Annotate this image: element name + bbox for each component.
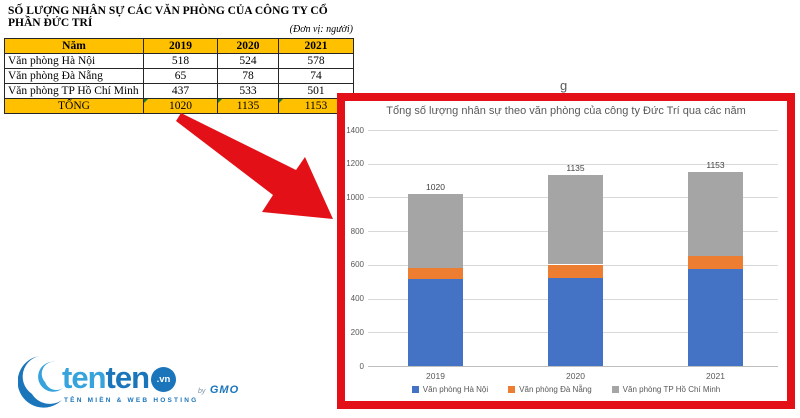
total-value-cell: 1020 [143, 98, 218, 114]
y-gridline [368, 366, 778, 367]
y-gridline [368, 130, 778, 131]
bar-segment [548, 264, 603, 278]
y-axis-tick-label: 200 [350, 327, 364, 337]
bar-segment [408, 278, 463, 366]
table-row: Văn phòng TP Hồ Chí Minh 437 533 501 [4, 83, 354, 99]
table-header-cell: Năm [4, 38, 144, 54]
value-cell: 437 [143, 83, 218, 99]
formula-indicator-triangle [218, 99, 222, 103]
table-header-row: Năm 2019 2020 2021 [4, 38, 354, 54]
formula-indicator-triangle [279, 99, 283, 103]
chart-highlight-box: Tổng số lượng nhân sự theo văn phòng của… [337, 93, 795, 409]
table-row: Văn phòng Đà Nẵng 65 78 74 [4, 68, 354, 84]
y-axis-tick-label: 0 [359, 361, 364, 371]
bar-segment [688, 268, 743, 366]
wordmark-ten-light: ten [62, 360, 106, 395]
legend-item: Văn phòng Đà Nẵng [508, 385, 592, 394]
personnel-table: Năm 2019 2020 2021 Văn phòng Hà Nội 518 524 57… [4, 38, 354, 114]
stacked-bar-chart: Tổng số lượng nhân sự theo văn phòng của… [345, 101, 787, 401]
legend-swatch [611, 386, 619, 393]
chart-legend: Văn phòng Hà Nội Văn phòng Đà Nẵng Văn phò… [345, 385, 787, 394]
bar-total-label: 1020 [426, 182, 445, 193]
value-cell: 518 [143, 53, 218, 69]
bar-total-label: 1153 [706, 159, 725, 170]
bar-segment [548, 277, 603, 366]
table-header-cell: 2019 [143, 38, 218, 54]
logo-tagline: TÊN MIỀN & WEB HOSTING [64, 397, 199, 404]
y-axis-tick-label: 1000 [346, 192, 364, 202]
row-label-cell: Văn phòng Đà Nẵng [4, 68, 144, 84]
legend-label: Văn phòng Hà Nội [422, 385, 489, 394]
value-cell: 533 [217, 83, 279, 99]
bar-total-label: 1135 [566, 162, 585, 173]
bar-segment [408, 194, 463, 268]
legend-item: Văn phòng TP Hồ Chí Minh [611, 385, 721, 394]
table-body: Văn phòng Hà Nội 518 524 578 Văn phòng Đà Nẵ… [4, 53, 354, 114]
cropped-heading-fragment: g [560, 78, 568, 93]
red-arrow [150, 100, 350, 240]
legend-swatch [508, 386, 516, 393]
legend-label: Văn phòng TP Hồ Chí Minh [622, 385, 721, 394]
x-axis-category-label: 2019 [426, 371, 445, 381]
table-header-row: Năm 2019 2020 2021 [4, 38, 354, 54]
total-label-cell: TỔNG [4, 98, 144, 114]
vn-badge: .vn [151, 367, 176, 392]
table-header-cell: 2021 [278, 38, 354, 54]
x-axis-category-label: 2020 [566, 371, 585, 381]
wordmark-ten-dark: ten [105, 360, 150, 395]
unit-note: (Đơn vị: người) [289, 24, 353, 35]
row-label-cell: Văn phòng TP Hồ Chí Minh [4, 83, 144, 99]
by-label: by [198, 388, 206, 395]
gmo-label: GMO [209, 384, 240, 396]
y-axis-tick-label: 800 [350, 226, 364, 236]
total-value-cell: 1153 [278, 98, 354, 114]
y-axis-tick-label: 1400 [346, 125, 364, 135]
tenten-bird-icon [18, 356, 63, 408]
total-value-cell: 1135 [217, 98, 279, 114]
tenten-wordmark: tenten .vn [62, 362, 176, 393]
value-cell: 78 [217, 68, 279, 84]
bar-segment [408, 267, 463, 279]
table-title: SỐ LƯỢNG NHÂN SỰ CÁC VĂN PHÒNG CỦA CÔNG … [8, 5, 328, 29]
value-cell: 524 [217, 53, 279, 69]
legend-swatch [411, 386, 419, 393]
y-axis-tick-label: 400 [350, 294, 364, 304]
value-cell: 74 [278, 68, 354, 84]
table-total-row: TỔNG 1020 1135 1153 [4, 98, 354, 114]
tenten-logo: tenten .vn by GMO TÊN MIỀN & WEB HOSTING [18, 356, 248, 414]
legend-item: Văn phòng Hà Nội [411, 385, 489, 394]
chart-title: Tổng số lượng nhân sự theo văn phòng của… [386, 105, 746, 117]
y-axis-tick-label: 600 [350, 260, 364, 270]
bar-segment [688, 256, 743, 269]
row-label-cell: Văn phòng Hà Nội [4, 53, 144, 69]
y-axis-tick-label: 1200 [346, 159, 364, 169]
legend-label: Văn phòng Đà Nẵng [519, 385, 592, 394]
bar-segment [548, 174, 603, 265]
bar-segment [688, 171, 743, 257]
x-axis-category-label: 2021 [706, 371, 725, 381]
table-row: Văn phòng Hà Nội 518 524 578 [4, 53, 354, 69]
by-gmo: by GMO [198, 380, 239, 398]
value-cell: 65 [143, 68, 218, 84]
formula-indicator-triangle [144, 99, 148, 103]
y-gridline [368, 163, 778, 165]
table-header-cell: 2020 [217, 38, 279, 54]
value-cell: 578 [278, 53, 354, 69]
